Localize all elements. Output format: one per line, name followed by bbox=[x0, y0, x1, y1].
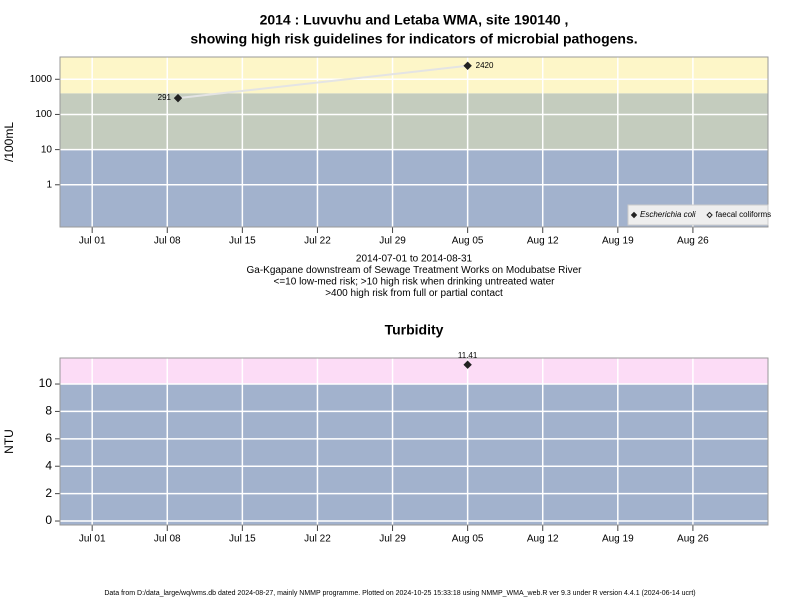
x-tick-label: Jul 29 bbox=[379, 236, 406, 247]
guideline-band bbox=[60, 384, 768, 525]
y-tick-label: 6 bbox=[45, 431, 52, 445]
x-tick-label: Aug 12 bbox=[527, 236, 559, 247]
x-tick-label: Aug 05 bbox=[452, 236, 484, 247]
legend-marker bbox=[706, 211, 713, 219]
y-axis-label: NTU bbox=[2, 429, 16, 454]
data-point bbox=[173, 93, 183, 103]
footer: Data from D:/data_large/wq/wms.db dated … bbox=[104, 590, 695, 597]
guideline-band bbox=[60, 358, 768, 385]
data-point bbox=[463, 360, 472, 369]
y-tick-label: 10 bbox=[39, 376, 53, 390]
note: Ga-Kgapane downstream of Sewage Treatmen… bbox=[247, 265, 583, 276]
note: >400 high risk from full or partial cont… bbox=[325, 288, 503, 299]
x-tick-label: Jul 01 bbox=[79, 236, 106, 247]
y-tick-label: 4 bbox=[45, 458, 52, 472]
x-tick-label: Aug 19 bbox=[602, 236, 634, 247]
x-tick-label: Jul 01 bbox=[79, 534, 106, 545]
data-label: 11.41 bbox=[458, 351, 478, 360]
y-tick-label: 2 bbox=[45, 486, 52, 500]
data-label: 2420 bbox=[476, 61, 494, 70]
x-tick-label: Jul 22 bbox=[304, 236, 331, 247]
legend-marker bbox=[630, 211, 638, 219]
chart-title: Turbidity bbox=[385, 322, 444, 338]
legend-label: Escherichia coli bbox=[640, 210, 696, 219]
plot-frame bbox=[59, 357, 769, 526]
y-tick-label: 8 bbox=[45, 404, 52, 418]
x-tick-label: Jul 29 bbox=[379, 534, 406, 545]
x-tick-label: Jul 15 bbox=[229, 236, 256, 247]
x-tick-label: Aug 26 bbox=[677, 534, 709, 545]
legend-label: faecal coliforms bbox=[716, 210, 772, 219]
note: <=10 low-med risk; >10 high risk when dr… bbox=[274, 277, 556, 288]
x-tick-label: Jul 08 bbox=[154, 534, 181, 545]
series-line bbox=[177, 64, 468, 100]
plot-frame bbox=[59, 56, 769, 228]
y-tick-label: 1 bbox=[46, 179, 52, 190]
chart-title: showing high risk guidelines for indicat… bbox=[190, 31, 637, 47]
x-tick-label: Jul 08 bbox=[154, 236, 181, 247]
guideline-band bbox=[60, 93, 768, 150]
chart-title: 2014 : Luvuvhu and Letaba WMA, site 1901… bbox=[260, 12, 569, 28]
note: 2014-07-01 to 2014-08-31 bbox=[356, 254, 473, 265]
x-tick-label: Aug 19 bbox=[602, 534, 634, 545]
y-axis-label: /100mL bbox=[2, 122, 16, 162]
data-label: 291 bbox=[158, 93, 172, 102]
data-point bbox=[463, 61, 472, 70]
y-tick-label: 1000 bbox=[30, 74, 53, 85]
legend-box bbox=[627, 204, 769, 226]
y-tick-label: 10 bbox=[41, 144, 53, 155]
x-tick-label: Aug 26 bbox=[677, 236, 709, 247]
x-tick-label: Jul 15 bbox=[229, 534, 256, 545]
x-tick-label: Aug 12 bbox=[527, 534, 559, 545]
y-tick-label: 100 bbox=[35, 109, 52, 120]
guideline-band bbox=[60, 57, 768, 94]
x-tick-label: Jul 22 bbox=[304, 534, 331, 545]
y-tick-label: 0 bbox=[45, 513, 52, 527]
x-tick-label: Aug 05 bbox=[452, 534, 484, 545]
